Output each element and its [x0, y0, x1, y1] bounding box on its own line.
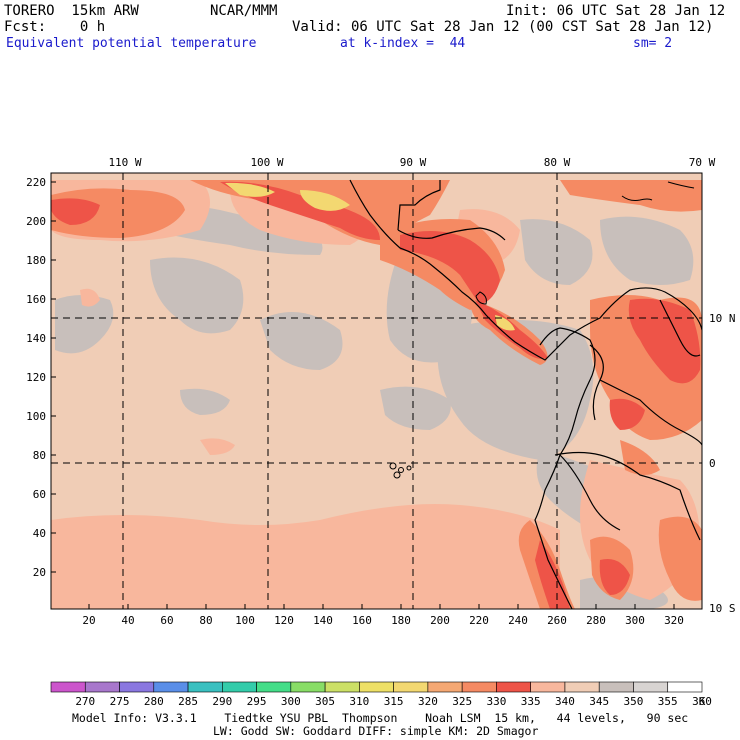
y-tick-label: 20 [33, 566, 46, 579]
colorbar-swatch [84, 681, 120, 693]
y-tick-label: 80 [33, 449, 46, 462]
x-tick-label: 240 [508, 614, 528, 627]
latitude-label: 10 S [709, 602, 736, 615]
model-title: TORERO 15km ARW [4, 3, 139, 19]
colorbar-swatch [667, 681, 703, 693]
colorbar-swatch [564, 681, 600, 693]
colorbar-swatch [153, 681, 189, 693]
x-tick-label: 320 [664, 614, 684, 627]
colorbar-label: 350 [624, 695, 644, 708]
colorbar-label: 345 [589, 695, 609, 708]
colorbar-label: 295 [247, 695, 267, 708]
coastlines [349, 179, 702, 609]
colorbar-label: 355 [658, 695, 678, 708]
colorbar-swatch [50, 681, 86, 693]
gray-theta-e-regions [55, 203, 694, 609]
y-tick-label: 180 [26, 254, 46, 267]
colorbar-swatch [187, 681, 223, 693]
colorbar-swatch [256, 681, 292, 693]
x-tick-label: 200 [430, 614, 450, 627]
x-tick-label: 180 [391, 614, 411, 627]
y-tick-label: 100 [26, 410, 46, 423]
colorbar-label: 275 [110, 695, 130, 708]
colorbar-swatch [359, 681, 394, 693]
y-tick-label: 40 [33, 527, 46, 540]
latitude-label: 10 N [709, 312, 736, 325]
x-tick-label: 140 [313, 614, 333, 627]
colorbar: 270 275 280 285 290 295 300 305 310 315 320 325 330 3… [50, 681, 712, 708]
x-tick-label: 300 [625, 614, 645, 627]
x-tick-label: 20 [82, 614, 95, 627]
y-tick-label: 220 [26, 176, 46, 189]
colorbar-label: 315 [384, 695, 404, 708]
model-info-line2: LW: Godd SW: Goddard DIFF: simple KM: 2D… [213, 724, 539, 738]
field-name: Equivalent potential temperature [6, 36, 257, 51]
longitude-label: 100 W [250, 156, 283, 169]
y-tick-label: 160 [26, 293, 46, 306]
colorbar-label: 285 [178, 695, 198, 708]
colorbar-swatch [598, 681, 634, 693]
x-axis: 20 40 60 80 100 120 140 160 180 200 220 240 260 280 30… [82, 604, 684, 627]
colorbar-label: 330 [486, 695, 506, 708]
smoothing: sm= 2 [633, 36, 673, 51]
longitude-labels: 110 W 100 W 90 W 80 W 70 W [108, 156, 715, 169]
colorbar-swatch [496, 681, 531, 693]
colorbar-label: 280 [144, 695, 164, 708]
colorbar-swatch [633, 681, 669, 693]
latitude-labels: 10 N 0 10 S [709, 312, 736, 615]
latitude-label: 0 [709, 457, 716, 470]
forecast-hour: Fcst: 0 h [4, 19, 106, 35]
x-tick-label: 220 [469, 614, 489, 627]
y-tick-label: 120 [26, 371, 46, 384]
colorbar-swatch [530, 681, 566, 693]
colorbar-label: 305 [315, 695, 335, 708]
colorbar-swatch [290, 681, 326, 693]
init-time: Init: 06 UTC Sat 28 Jan 12 [506, 3, 726, 19]
colorbar-label: 320 [418, 695, 438, 708]
valid-time: Valid: 06 UTC Sat 28 Jan 12 (00 CST Sat … [292, 19, 714, 35]
colorbar-swatch [119, 681, 155, 693]
y-tick-label: 200 [26, 215, 46, 228]
x-tick-label: 160 [352, 614, 372, 627]
x-tick-label: 280 [586, 614, 606, 627]
colorbar-swatch [222, 681, 257, 693]
latlon-grid [51, 173, 702, 609]
longitude-label: 80 W [544, 156, 571, 169]
x-tick-label: 40 [121, 614, 134, 627]
x-tick-label: 260 [547, 614, 567, 627]
colorbar-label: 340 [555, 695, 575, 708]
organization: NCAR/MMM [210, 3, 278, 19]
y-tick-label: 60 [33, 488, 46, 501]
colorbar-unit: K [699, 695, 706, 708]
colorbar-swatch [393, 681, 429, 693]
plot-frame [50, 172, 703, 610]
model-info-line1: Model Info: V3.3.1 Tiedtke YSU PBL Thomp… [72, 711, 689, 725]
colorbar-label: 310 [349, 695, 369, 708]
colorbar-label: 335 [521, 695, 541, 708]
x-tick-label: 100 [235, 614, 255, 627]
colorbar-swatch [324, 681, 360, 693]
x-tick-label: 120 [274, 614, 294, 627]
level-index: at k-index = 44 [340, 36, 466, 51]
colorbar-label: 360 [692, 695, 712, 708]
longitude-label: 70 W [689, 156, 716, 169]
yellow-theta-e-regions [225, 182, 515, 331]
longitude-label: 110 W [108, 156, 141, 169]
galapagos-islands [389, 462, 412, 479]
colorbar-label: 325 [452, 695, 472, 708]
colorbar-label: 290 [212, 695, 232, 708]
colorbar-label: 300 [281, 695, 301, 708]
x-tick-label: 60 [160, 614, 173, 627]
colorbar-label: 270 [75, 695, 95, 708]
y-tick-label: 140 [26, 332, 46, 345]
colorbar-swatch [461, 681, 497, 693]
y-axis: 220 200 180 160 140 120 100 80 60 40 20 [26, 176, 56, 579]
map-plot-area [51, 173, 702, 609]
colorbar-swatch [427, 681, 463, 693]
x-tick-label: 80 [199, 614, 212, 627]
longitude-label: 90 W [400, 156, 427, 169]
